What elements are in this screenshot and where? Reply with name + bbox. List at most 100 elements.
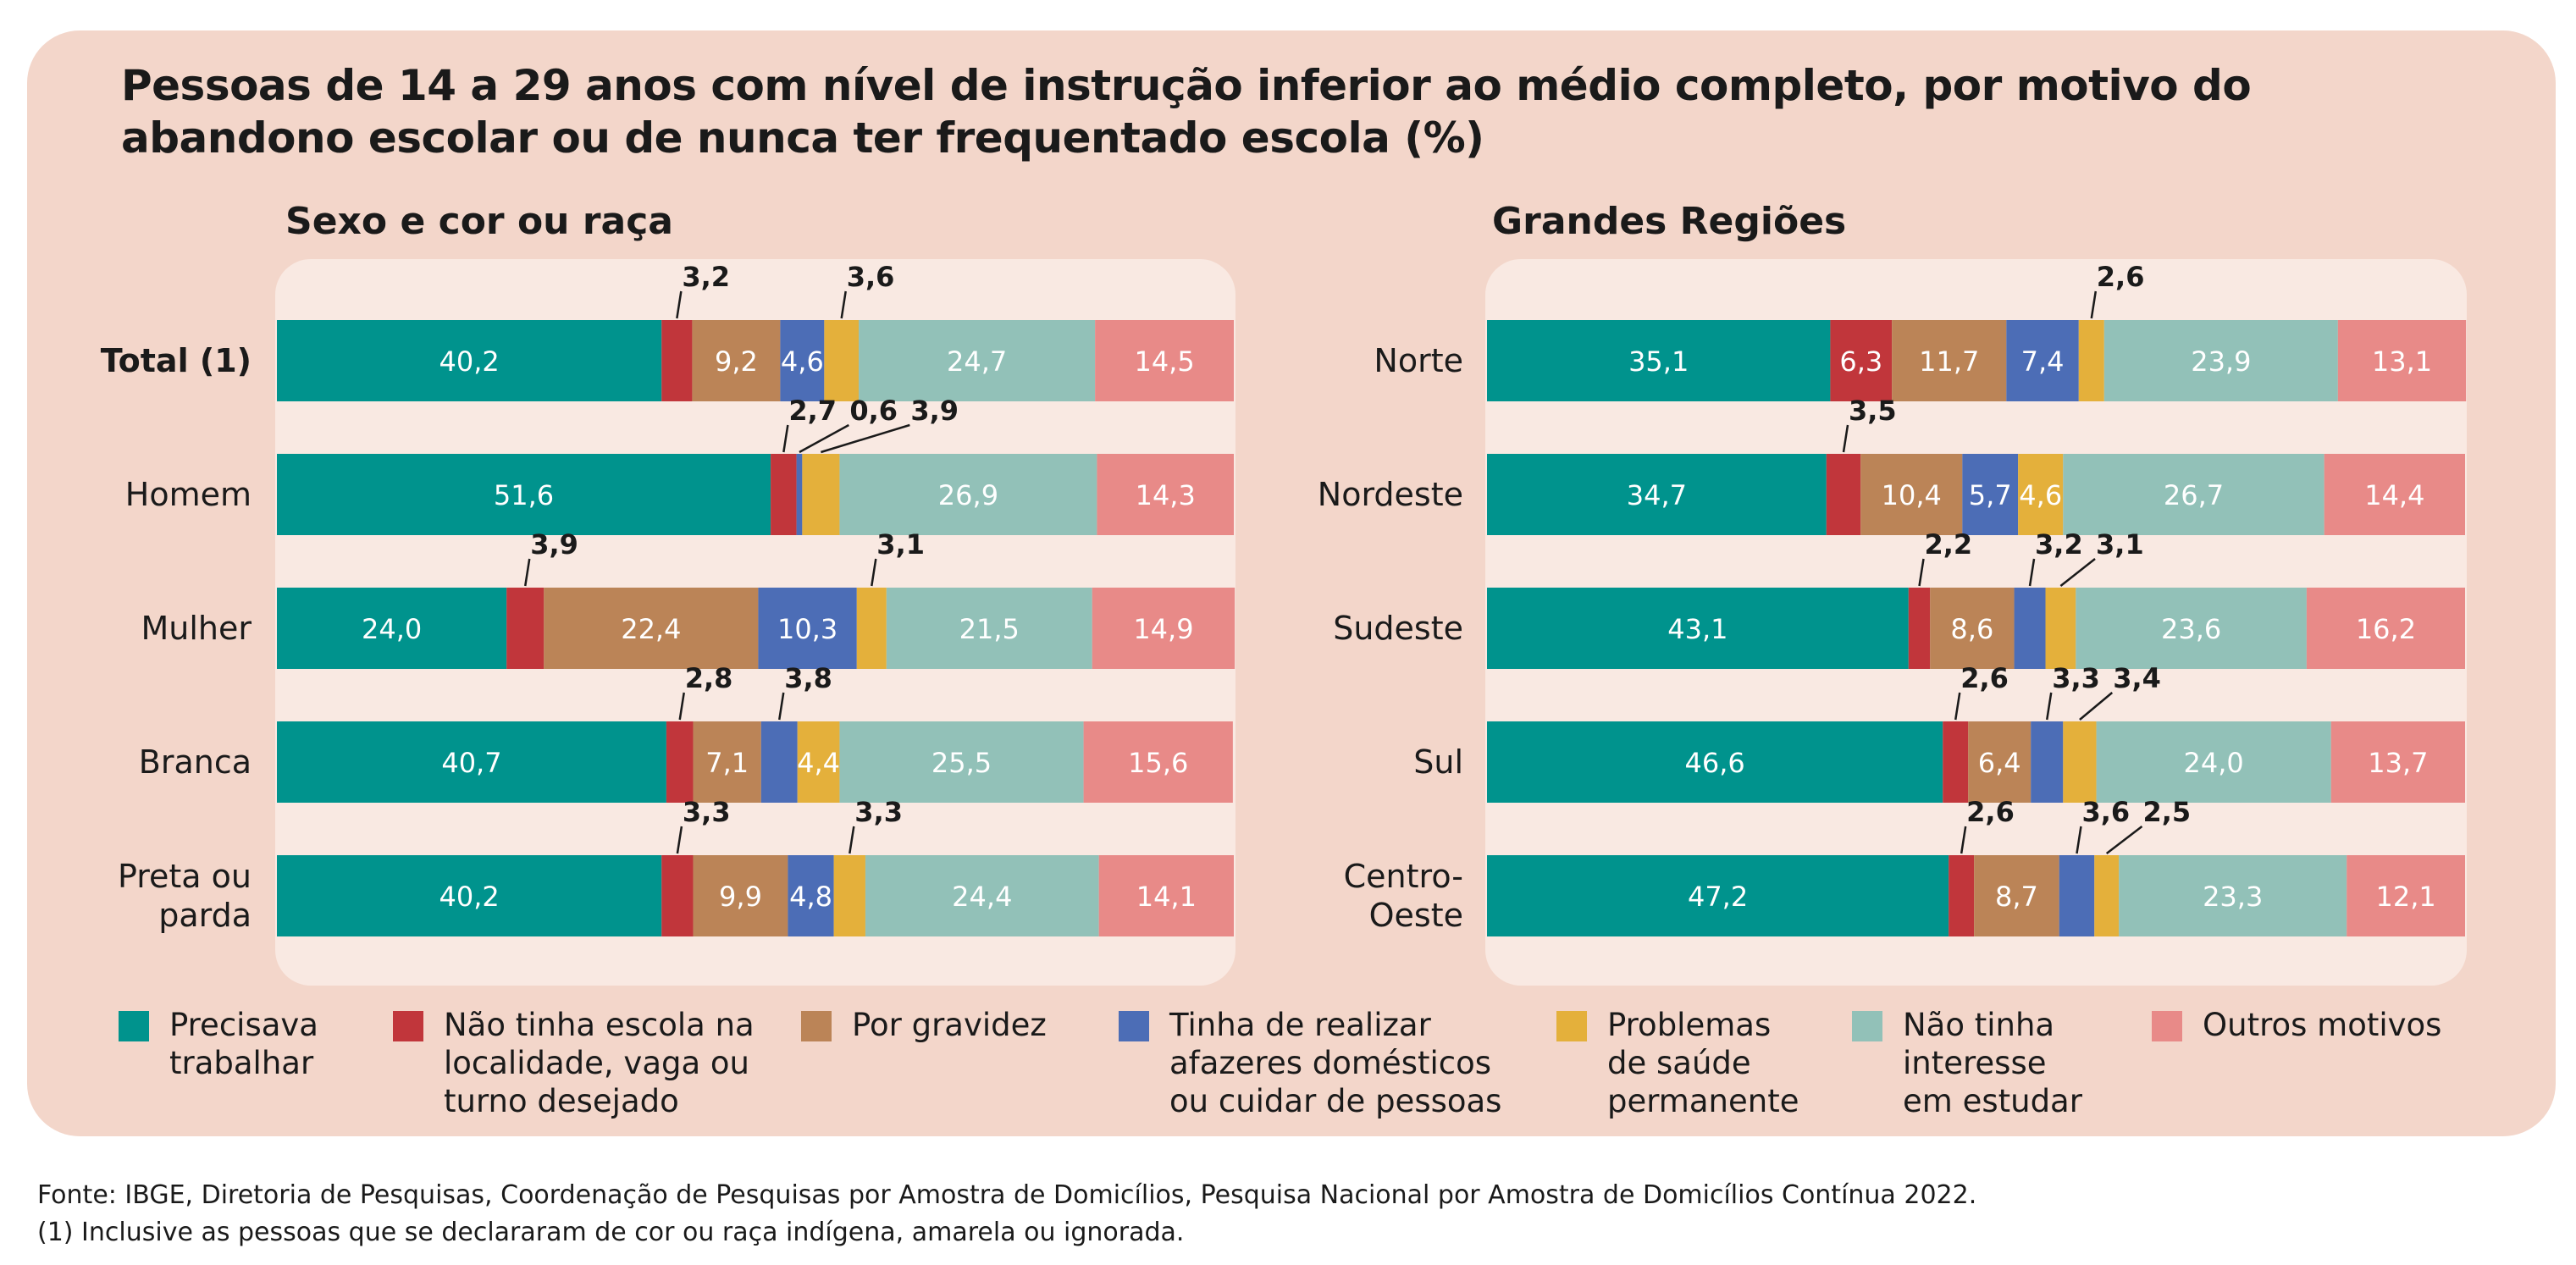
sexo-cor-bar-4 <box>788 855 834 936</box>
regioes-value-label: 23,6 <box>2161 613 2221 645</box>
source-note: Fonte: IBGE, Diretoria de Pesquisas, Coo… <box>37 1180 1977 1210</box>
sexo-cor-bar-6 <box>886 588 1092 669</box>
regioes-value-label: 2,5 <box>2142 796 2191 828</box>
regioes-bar-1 <box>1487 588 1909 669</box>
sexo-cor-value-label: 15,6 <box>1128 747 1188 779</box>
regioes-bar-6 <box>2119 855 2347 936</box>
sexo-cor-value-label: 51,6 <box>494 479 554 511</box>
regioes-bar-6 <box>2076 588 2307 669</box>
regioes-bar-4 <box>2059 855 2095 936</box>
regioes-bar-4 <box>2031 721 2064 803</box>
regioes-value-label: 3,4 <box>2113 662 2161 694</box>
regioes-value-label: 3,2 <box>2035 528 2083 561</box>
sexo-cor-leader-line <box>849 826 855 854</box>
sexo-cor-bar-2 <box>661 320 693 401</box>
regioes-bar-7 <box>2337 320 2467 401</box>
regioes-value-label: 2,6 <box>2097 261 2145 293</box>
sexo-cor-value-label: 3,2 <box>682 261 730 293</box>
regioes-bar-2 <box>1826 454 1861 535</box>
regioes-value-label: 23,3 <box>2203 881 2263 913</box>
regioes-subtitle: Grandes Regiões <box>1492 200 1846 243</box>
sexo-cor-value-label: 24,7 <box>947 345 1007 378</box>
sexo-cor-bar-1 <box>277 721 666 803</box>
regioes-value-label: 43,1 <box>1667 613 1727 645</box>
sexo-cor-value-label: 14,5 <box>1134 345 1194 378</box>
regioes-value-label: 14,4 <box>2364 479 2424 511</box>
sexo-cor-bar-5 <box>797 721 840 803</box>
regioes-bar-1 <box>1487 320 1831 401</box>
sexo-cor-value-label: 3,9 <box>910 395 959 427</box>
regioes-bar-3 <box>1968 721 2032 803</box>
regioes-value-label: 46,6 <box>1684 747 1744 779</box>
sexo-cor-bar-5 <box>833 855 865 936</box>
sexo-cor-leader-line <box>782 424 789 453</box>
sexo-cor-value-label: 24,0 <box>362 613 422 645</box>
regioes-value-label: 6,4 <box>1978 747 2021 779</box>
sexo-cor-value-label: 10,3 <box>777 613 837 645</box>
regioes-leader-line <box>2090 290 2098 319</box>
regioes-leader-line <box>2028 558 2036 587</box>
sexo-cor-bar-1 <box>277 855 662 936</box>
sexo-cor-value-label: 2,8 <box>685 662 733 694</box>
regioes-bar-5 <box>2045 588 2076 669</box>
regioes-value-label: 3,5 <box>1849 395 1897 427</box>
sexo-cor-leader-line <box>778 692 785 721</box>
sexo-cor-bar-4 <box>780 320 825 401</box>
sexo-cor-value-label: 2,7 <box>788 395 837 427</box>
sexo-cor-leader-line <box>676 826 683 854</box>
sexo-cor-value-label: 3,1 <box>876 528 925 561</box>
regioes-value-label: 23,9 <box>2191 345 2251 378</box>
regioes-value-label: 24,0 <box>2184 747 2244 779</box>
regioes-bar-5 <box>2094 855 2120 936</box>
sexo-cor-value-label: 40,2 <box>439 881 500 913</box>
regioes-value-label: 6,3 <box>1839 345 1882 378</box>
regioes-bar-2 <box>1908 588 1931 669</box>
sexo-cor-leader-line <box>524 558 531 587</box>
sexo-cor-value-label: 3,8 <box>784 662 832 694</box>
sexo-cor-bar-5 <box>802 454 840 535</box>
sexo-cor-bar-3 <box>693 721 761 803</box>
sexo-cor-value-label: 9,2 <box>715 345 758 378</box>
sexo-cor-value-label: 3,9 <box>530 528 578 561</box>
sexo-cor-bar-7 <box>1095 320 1234 401</box>
sexo-cor-value-label: 9,9 <box>719 881 762 913</box>
regioes-value-label: 7,4 <box>2021 345 2065 378</box>
sexo-cor-bar-1 <box>277 320 662 401</box>
sexo-cor-leader-line <box>678 692 685 721</box>
sexo-cor-category-label: Total (1) <box>101 342 252 379</box>
regioes-category-label: Sul <box>1413 743 1463 781</box>
sexo-cor-bar-6 <box>839 721 1084 803</box>
regioes-bar-1 <box>1487 454 1827 535</box>
regioes-bar-4 <box>1962 454 2019 535</box>
sexo-cor-bar-7 <box>1097 454 1234 535</box>
regioes-bar-7 <box>2330 721 2466 803</box>
regioes-value-label: 10,4 <box>1882 479 1942 511</box>
sexo-cor-value-label: 40,2 <box>439 345 500 378</box>
regioes-value-label: 11,7 <box>1919 345 1979 378</box>
regioes-value-label: 34,7 <box>1627 479 1687 511</box>
sexo-cor-category-label: Branca <box>139 743 252 781</box>
sexo-cor-value-label: 21,5 <box>959 613 1020 645</box>
regioes-value-label: 26,7 <box>2164 479 2224 511</box>
regioes-bar-2 <box>1943 721 1969 803</box>
regioes-leader-line <box>2076 826 2082 854</box>
sexo-cor-value-label: 3,6 <box>847 261 895 293</box>
regioes-bar-2 <box>1830 320 1893 401</box>
regioes-value-label: 2,6 <box>1966 796 2015 828</box>
sexo-cor-bar-5 <box>824 320 860 401</box>
sexo-cor-bar-1 <box>277 454 771 535</box>
chart-title: Pessoas de 14 a 29 anos com nível de ins… <box>121 61 2252 163</box>
sexo-cor-category-label: Preta ou parda <box>118 858 252 934</box>
regioes-value-label: 47,2 <box>1688 881 1748 913</box>
regioes-bar-4 <box>2014 588 2046 669</box>
sexo-cor-value-label: 22,4 <box>621 613 681 645</box>
regioes-bar-6 <box>2096 721 2331 803</box>
sexo-cor-bar-2 <box>771 454 797 535</box>
sexo-cor-value-label: 0,6 <box>849 395 898 427</box>
regioes-value-label: 12,1 <box>2375 881 2435 913</box>
regioes-bar-5 <box>2063 721 2097 803</box>
sexo-cor-bar-3 <box>693 855 788 936</box>
sexo-cor-bar-4 <box>760 721 798 803</box>
sexo-cor-leader-line <box>840 290 847 319</box>
